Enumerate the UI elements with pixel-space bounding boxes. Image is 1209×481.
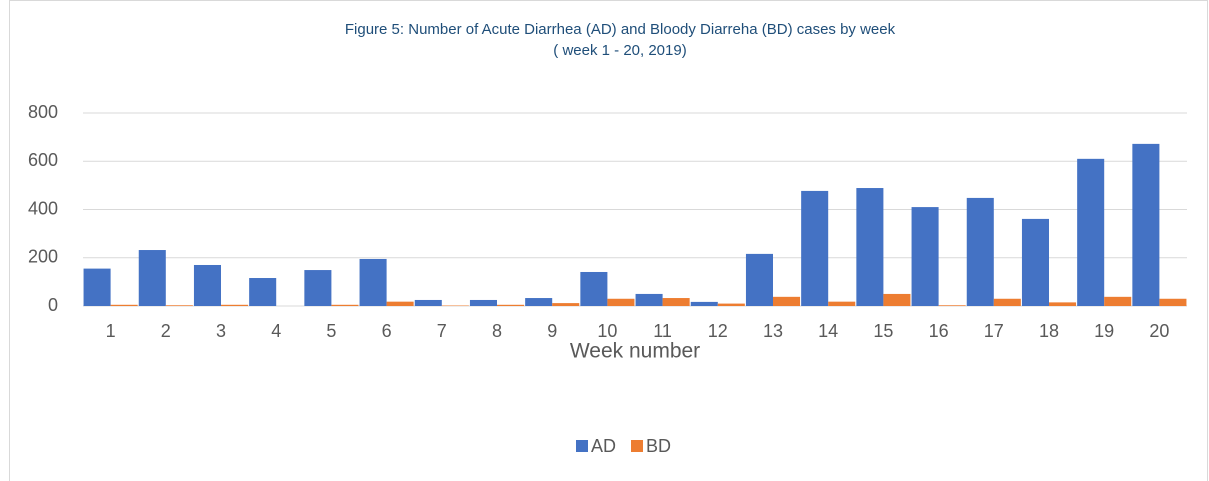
bar	[221, 304, 249, 306]
x-tick-label: 7	[437, 321, 447, 341]
bar	[690, 301, 718, 306]
bar	[386, 301, 414, 306]
bar	[331, 304, 359, 306]
bar	[662, 298, 690, 306]
bar	[607, 298, 635, 306]
x-tick-label: 15	[873, 321, 893, 341]
bar	[717, 303, 745, 306]
x-tick-label: 18	[1039, 321, 1059, 341]
bar	[1132, 143, 1160, 306]
bar	[1021, 218, 1049, 306]
bar	[966, 197, 994, 306]
x-tick-label: 3	[216, 321, 226, 341]
x-tick-label: 12	[708, 321, 728, 341]
bar	[580, 271, 608, 306]
x-tick-label: 9	[547, 321, 557, 341]
bar	[165, 305, 193, 306]
x-tick-label: 2	[161, 321, 171, 341]
x-tick-label: 17	[984, 321, 1004, 341]
x-tick-label: 19	[1094, 321, 1114, 341]
bar	[552, 303, 580, 306]
legend-swatch	[631, 440, 643, 452]
bar	[1077, 158, 1105, 306]
bar	[635, 293, 663, 306]
x-tick-label: 4	[271, 321, 281, 341]
bar	[110, 304, 138, 306]
chart-border	[9, 0, 1208, 481]
bar	[828, 301, 856, 306]
bar	[138, 250, 166, 306]
bar	[414, 299, 442, 306]
bar	[525, 298, 553, 306]
x-axis-label: Week number	[570, 340, 700, 363]
bar	[993, 298, 1021, 306]
chart-subtitle: ( week 1 - 20, 2019)	[553, 42, 686, 59]
y-tick-label: 200	[28, 247, 58, 267]
bar	[745, 253, 773, 306]
legend-swatch	[576, 440, 588, 452]
x-tick-label: 6	[382, 321, 392, 341]
legend-label: AD	[591, 436, 616, 456]
bar	[469, 299, 497, 306]
x-tick-label: 13	[763, 321, 783, 341]
bar	[1104, 296, 1132, 306]
bar	[938, 305, 966, 306]
bar	[883, 293, 911, 306]
y-tick-label: 600	[28, 150, 58, 170]
bar	[1049, 302, 1077, 306]
bar	[304, 270, 332, 306]
bar	[249, 278, 277, 306]
x-tick-label: 11	[653, 321, 672, 341]
bar	[193, 264, 221, 306]
x-tick-label: 14	[818, 321, 838, 341]
y-tick-label: 0	[48, 295, 58, 315]
legend-label: BD	[646, 436, 671, 456]
x-tick-label: 10	[597, 321, 617, 341]
x-tick-label: 1	[106, 321, 116, 341]
bar	[1159, 298, 1187, 306]
y-tick-label: 800	[28, 102, 58, 122]
bar	[497, 304, 525, 306]
bar	[801, 190, 829, 306]
bar	[359, 258, 387, 306]
x-tick-label: 20	[1149, 321, 1169, 341]
bar	[773, 296, 801, 306]
y-tick-label: 400	[28, 198, 58, 218]
x-tick-label: 5	[326, 321, 336, 341]
bar	[911, 207, 939, 306]
chart-title: Figure 5: Number of Acute Diarrhea (AD) …	[345, 21, 896, 38]
bar	[83, 268, 111, 306]
x-tick-label: 16	[929, 321, 949, 341]
x-tick-label: 8	[492, 321, 502, 341]
bar	[856, 188, 884, 306]
